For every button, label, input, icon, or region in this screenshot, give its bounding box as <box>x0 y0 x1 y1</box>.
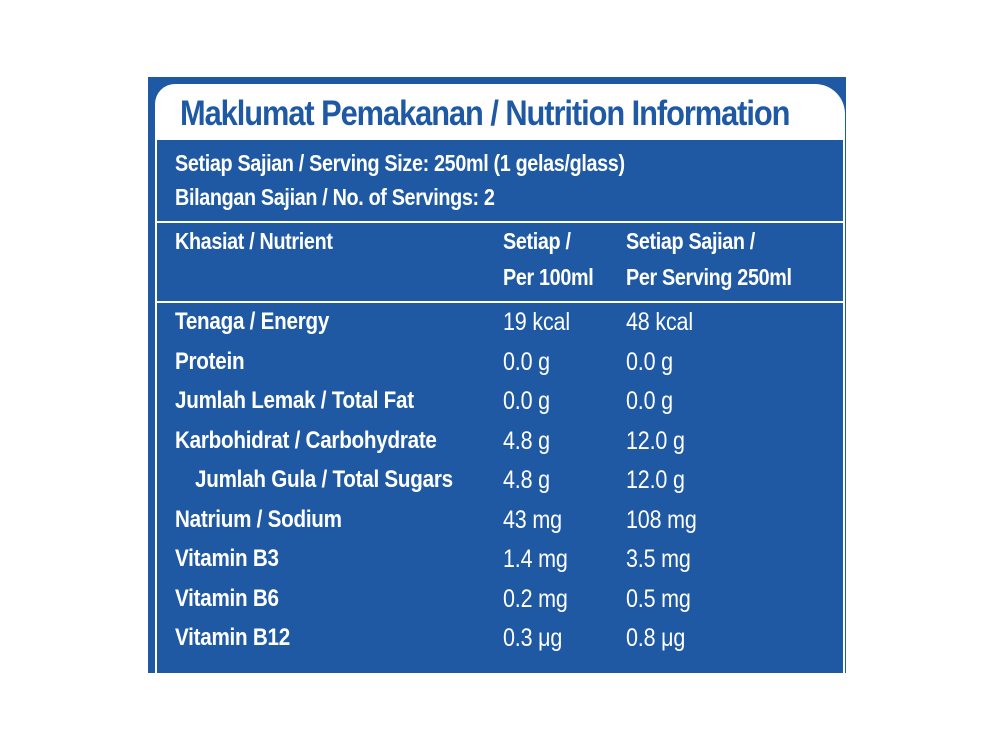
row-label: Tenaga / Energy <box>175 308 330 335</box>
nutrition-table: Setiap Sajian / Serving Size: 250ml (1 g… <box>155 140 845 673</box>
column-header-nutrient: Khasiat / Nutrient <box>175 228 333 254</box>
row-label-sub: Jumlah Gula / Total Sugars <box>195 466 453 493</box>
row-value-serving: 0.0 g <box>626 387 673 415</box>
row-value-serving: 3.5 mg <box>626 545 691 573</box>
column-header-per100-line2: Per 100ml <box>503 264 594 290</box>
divider-header <box>157 301 843 303</box>
row-value-serving: 0.0 g <box>626 348 673 376</box>
row-label: Vitamin B6 <box>175 585 279 612</box>
row-value-serving: 0.5 mg <box>626 585 691 613</box>
page-title: Maklumat Pemakanan / Nutrition Informati… <box>180 94 790 133</box>
row-value-per100: 43 mg <box>503 506 562 534</box>
row-value-per100: 19 kcal <box>503 308 570 336</box>
row-value-per100: 0.0 g <box>503 348 550 376</box>
column-header-perserving-line2: Per Serving 250ml <box>626 264 792 290</box>
row-label: Natrium / Sodium <box>175 506 342 533</box>
servings-count-text: Bilangan Sajian / No. of Servings: 2 <box>175 184 495 210</box>
row-value-serving: 48 kcal <box>626 308 693 336</box>
row-value-per100: 4.8 g <box>503 427 550 455</box>
row-label: Karbohidrat / Carbohydrate <box>175 427 437 454</box>
serving-size-text: Setiap Sajian / Serving Size: 250ml (1 g… <box>175 150 625 176</box>
row-value-per100: 1.4 mg <box>503 545 568 573</box>
row-label: Protein <box>175 348 245 375</box>
title-bar: Maklumat Pemakanan / Nutrition Informati… <box>155 84 845 140</box>
row-value-per100: 4.8 g <box>503 466 550 494</box>
row-value-serving: 12.0 g <box>626 466 685 494</box>
divider-serving <box>157 221 843 223</box>
nutrition-label: Maklumat Pemakanan / Nutrition Informati… <box>148 77 846 673</box>
row-value-serving: 12.0 g <box>626 427 685 455</box>
row-value-per100: 0.0 g <box>503 387 550 415</box>
row-label: Vitamin B3 <box>175 545 279 572</box>
row-value-serving: 108 mg <box>626 506 697 534</box>
column-header-per100-line1: Setiap / <box>503 228 571 254</box>
row-label: Jumlah Lemak / Total Fat <box>175 387 414 414</box>
row-label: Vitamin B12 <box>175 624 290 651</box>
row-value-serving: 0.8 μg <box>626 624 686 652</box>
column-header-perserving-line1: Setiap Sajian / <box>626 228 755 254</box>
row-value-per100: 0.2 mg <box>503 585 568 613</box>
row-value-per100: 0.3 μg <box>503 624 563 652</box>
